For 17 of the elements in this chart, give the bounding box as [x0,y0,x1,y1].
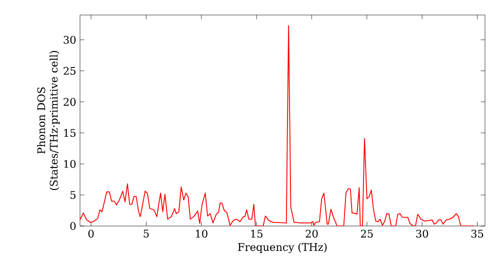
x-axis-title: Frequency (THz) [238,242,327,254]
x-tick-label: 5 [144,230,149,238]
y-tick-label: 25 [64,66,76,75]
y-tick-label: 10 [64,160,76,168]
x-tick-label: 0 [88,230,94,238]
x-tick-label: 10 [196,230,208,238]
x-tick-label: 15 [251,230,262,238]
x-tick-label: 25 [360,230,373,238]
x-tick-label: 30 [416,230,428,238]
y-tick-label: 20 [64,98,76,106]
y-tick-label: 30 [64,36,76,44]
y-axis-title: Phonon DOS (States/THz·primitive cell) [37,50,60,190]
x-tick-label: 20 [306,230,318,238]
x-tick-label: 35 [471,230,484,238]
y-tick-label: 15 [64,128,76,137]
y-tick-label: 5 [70,191,76,199]
y-tick-label: 0 [70,222,76,230]
